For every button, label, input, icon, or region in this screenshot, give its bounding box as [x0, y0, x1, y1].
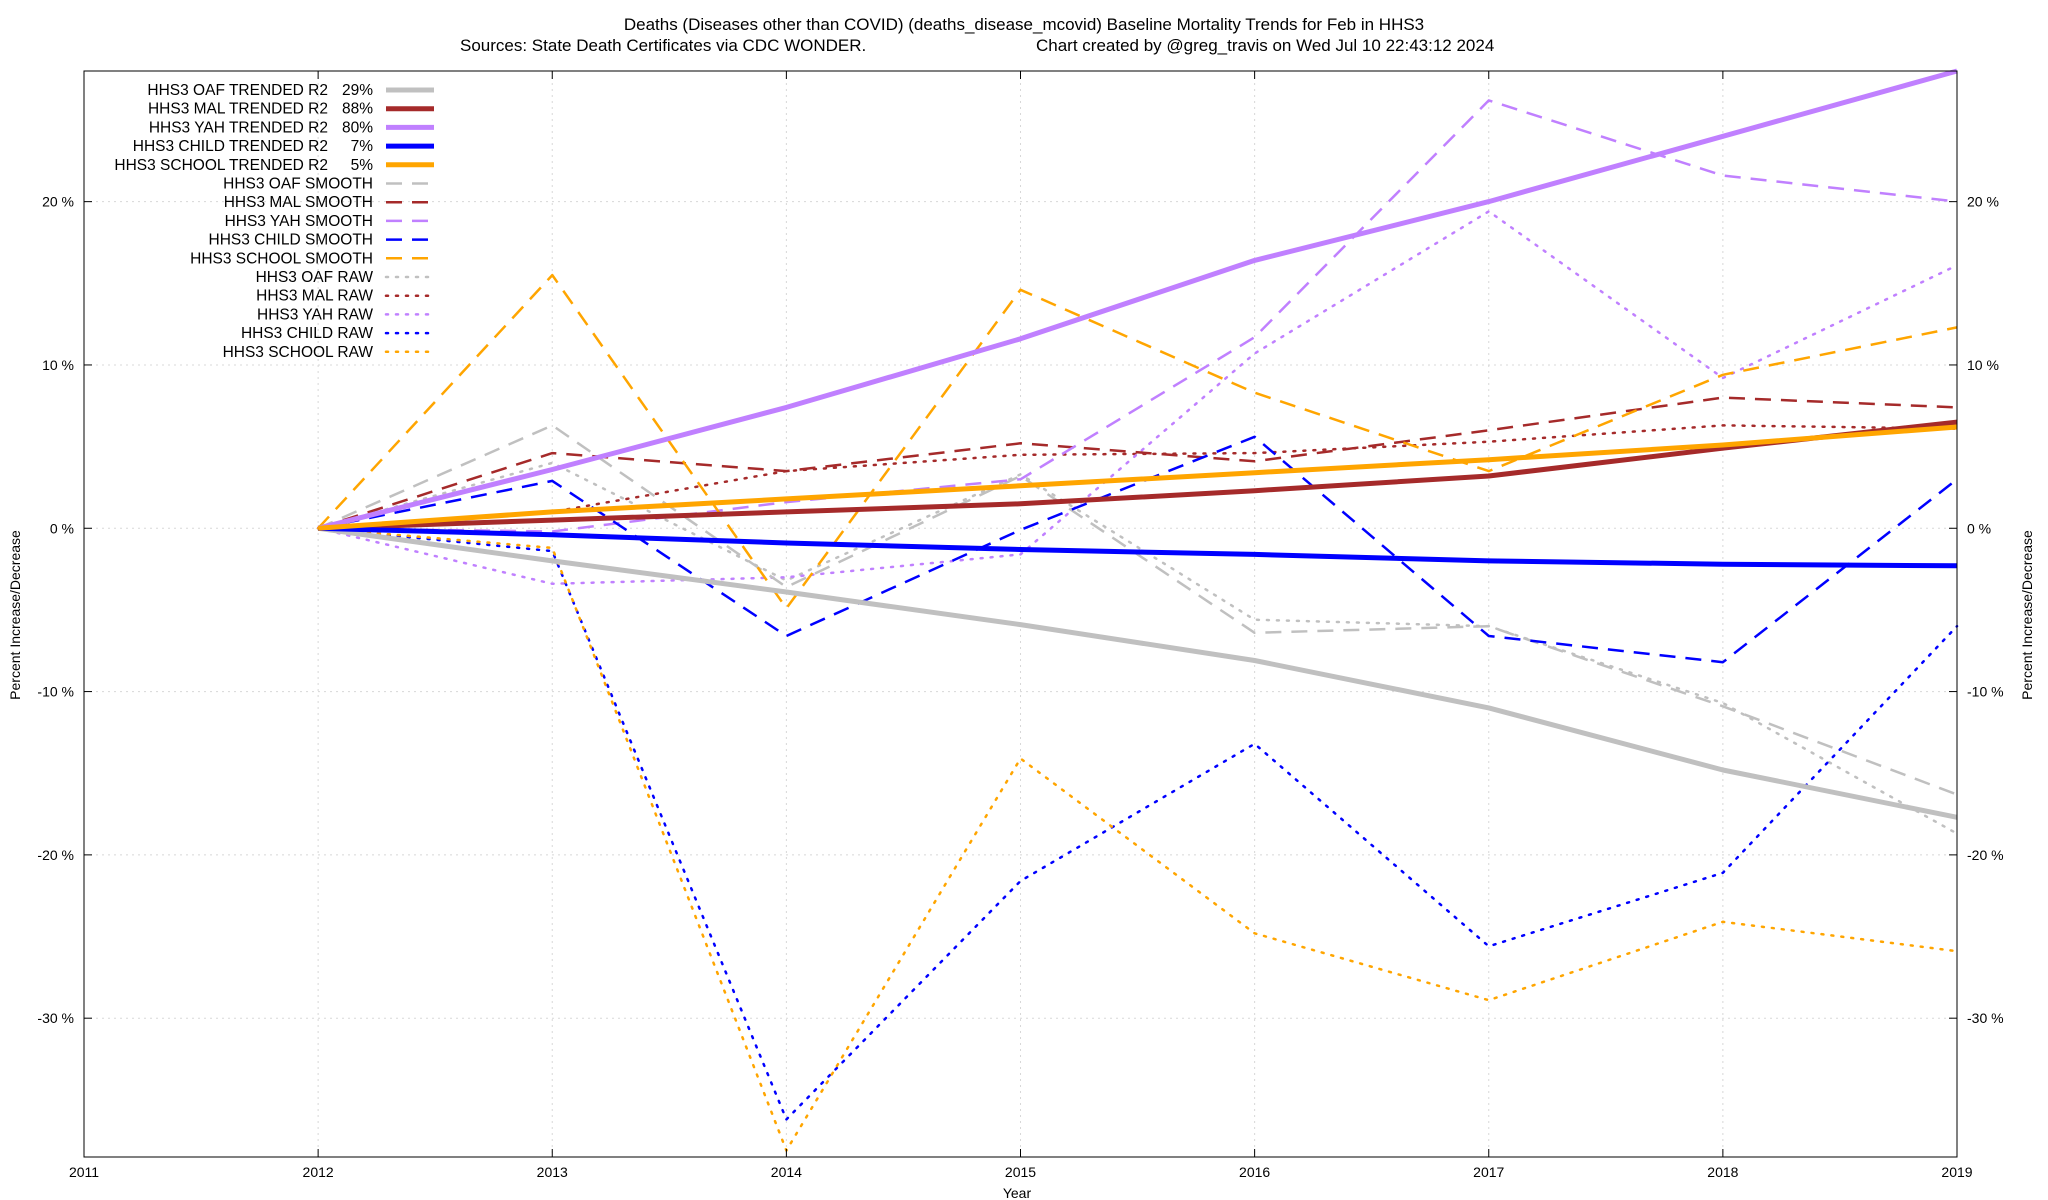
legend-label-hhs3-mal-raw: HHS3 MAL RAW [256, 288, 373, 305]
legend-r2-hhs3-school-trended-r2: 5% [351, 157, 374, 174]
y-axis-label-left: Percent Increase/Decrease [7, 530, 23, 700]
x-tick-label: 2019 [1941, 1164, 1972, 1180]
x-axis-label: Year [1003, 1185, 1032, 1200]
chart-source: Sources: State Death Certificates via CD… [460, 36, 866, 55]
x-tick-label: 2015 [1005, 1164, 1036, 1180]
series-line-hhs3-school-smooth [317, 273, 1958, 610]
legend-label-hhs3-yah-raw: HHS3 YAH RAW [257, 306, 373, 323]
legend-label-hhs3-oaf-trended-r2: HHS3 OAF TRENDED R2 [147, 82, 328, 99]
legend: HHS3 OAF TRENDED R2 29% HHS3 MAL TRENDED R… [114, 82, 436, 361]
series-line-hhs3-child-trended-r2 [318, 525, 1958, 569]
series-line-hhs3-child-raw [316, 527, 1959, 1121]
chart-title: Deaths (Diseases other than COVID) (deat… [624, 15, 1424, 34]
legend-label-hhs3-oaf-raw: HHS3 OAF RAW [256, 269, 374, 286]
legend-label-hhs3-school-raw: HHS3 SCHOOL RAW [223, 344, 374, 361]
y-tick-label-right: -30 % [1967, 1010, 2004, 1026]
y-tick-label-left: -10 % [37, 684, 74, 700]
series-line-hhs3-oaf-trended-r2 [317, 525, 1958, 820]
legend-label-hhs3-mal-smooth: HHS3 MAL SMOOTH [224, 194, 373, 211]
legend-label-hhs3-school-trended-r2: HHS3 SCHOOL TRENDED R2 [114, 157, 328, 174]
x-tick-label: 2013 [537, 1164, 568, 1180]
y-tick-label-left: -20 % [37, 847, 74, 863]
legend-label-hhs3-child-raw: HHS3 CHILD RAW [241, 325, 373, 342]
legend-label-hhs3-yah-trended-r2: HHS3 YAH TRENDED R2 [149, 119, 328, 136]
chart-credit: Chart created by @greg_travis on Wed Jul… [1036, 36, 1494, 55]
x-tick-label: 2014 [771, 1164, 802, 1180]
series-line-hhs3-yah-trended-r2 [317, 68, 1958, 531]
series-line-hhs3-yah-smooth [318, 99, 1958, 533]
legend-label-hhs3-yah-smooth: HHS3 YAH SMOOTH [225, 213, 373, 230]
x-tick-label: 2016 [1239, 1164, 1270, 1180]
y-tick-label-left: -30 % [37, 1010, 74, 1026]
y-tick-label-left: 20 % [42, 194, 74, 210]
legend-label-hhs3-oaf-smooth: HHS3 OAF SMOOTH [223, 176, 373, 193]
ticks: 2011 2012 2013 2014 2015 2016 2017 2018 2019 20 %… [37, 71, 2004, 1180]
legend-r2-hhs3-mal-trended-r2: 88% [342, 101, 373, 118]
series-line-hhs3-school-raw [316, 527, 1959, 1152]
series-line-hhs3-oaf-raw [316, 461, 1959, 835]
legend-r2-hhs3-yah-trended-r2: 80% [342, 119, 373, 136]
x-tick-label: 2012 [303, 1164, 334, 1180]
series-line-hhs3-school-trended-r2 [317, 424, 1958, 531]
legend-r2-hhs3-oaf-trended-r2: 29% [342, 82, 373, 99]
series-line-hhs3-mal-trended-r2 [318, 419, 1958, 531]
y-tick-label-left: 10 % [42, 357, 74, 373]
y-tick-label-right: 0 % [1967, 520, 1991, 536]
y-tick-label-right: 10 % [1967, 357, 1999, 373]
legend-r2-hhs3-child-trended-r2: 7% [351, 138, 374, 155]
y-tick-label-right: 20 % [1967, 194, 1999, 210]
legend-label-hhs3-child-smooth: HHS3 CHILD SMOOTH [209, 232, 374, 249]
y-tick-label-right: -20 % [1967, 847, 2004, 863]
x-tick-label: 2018 [1707, 1164, 1738, 1180]
legend-label-hhs3-mal-trended-r2: HHS3 MAL TRENDED R2 [148, 101, 328, 118]
series-line-hhs3-mal-smooth [317, 396, 1958, 530]
legend-label-hhs3-school-smooth: HHS3 SCHOOL SMOOTH [190, 250, 373, 267]
series-line-hhs3-yah-raw [316, 210, 1959, 586]
x-tick-label: 2017 [1473, 1164, 1504, 1180]
y-tick-label-left: 0 % [50, 520, 74, 536]
y-tick-label-right: -10 % [1967, 684, 2004, 700]
series-line-hhs3-mal-raw [316, 424, 1959, 530]
series-group [316, 68, 1959, 1152]
x-tick-label: 2011 [69, 1164, 99, 1180]
y-axis-label-right: Percent Increase/Decrease [2019, 530, 2035, 700]
legend-label-hhs3-child-trended-r2: HHS3 CHILD TRENDED R2 [133, 138, 328, 155]
